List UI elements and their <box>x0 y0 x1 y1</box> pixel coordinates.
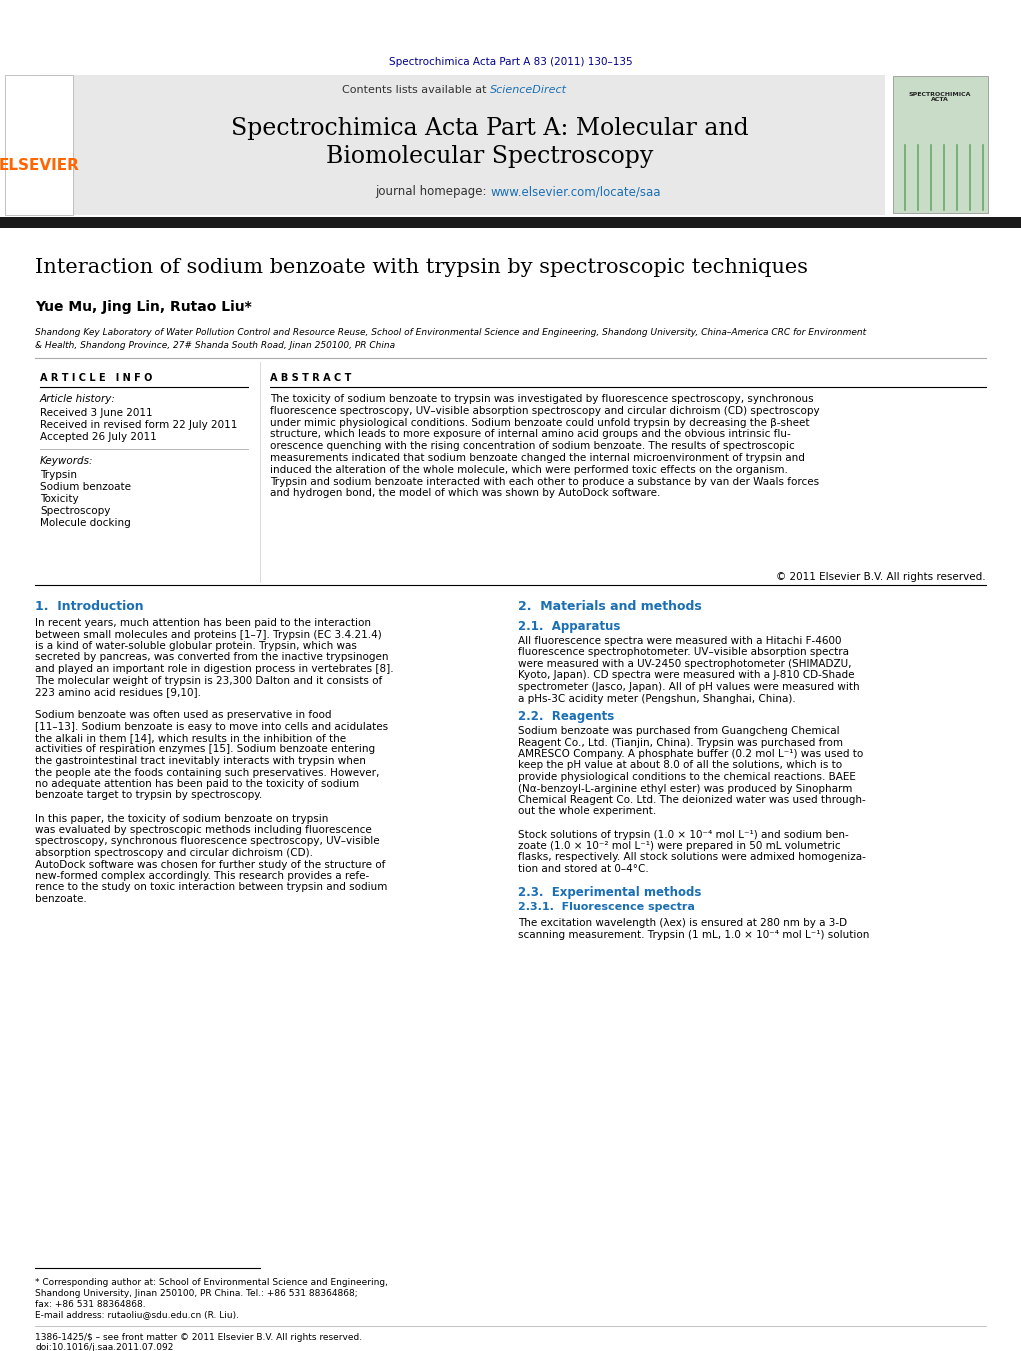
Text: Trypsin: Trypsin <box>40 470 77 480</box>
Text: Toxicity: Toxicity <box>40 494 79 504</box>
Text: fluorescence spectrophotometer. UV–visible absorption spectra: fluorescence spectrophotometer. UV–visib… <box>518 647 849 658</box>
Text: Spectroscopy: Spectroscopy <box>40 507 110 516</box>
Text: Trypsin and sodium benzoate interacted with each other to produce a substance by: Trypsin and sodium benzoate interacted w… <box>270 477 819 486</box>
Text: (Nα-benzoyl-L-arginine ethyl ester) was produced by Sinopharm: (Nα-benzoyl-L-arginine ethyl ester) was … <box>518 784 853 793</box>
Text: Spectrochimica Acta Part A: Molecular and: Spectrochimica Acta Part A: Molecular an… <box>231 116 748 139</box>
Text: provide physiological conditions to the chemical reactions. BAEE: provide physiological conditions to the … <box>518 771 856 782</box>
Text: © 2011 Elsevier B.V. All rights reserved.: © 2011 Elsevier B.V. All rights reserved… <box>776 571 986 582</box>
Text: fluorescence spectroscopy, UV–visible absorption spectroscopy and circular dichr: fluorescence spectroscopy, UV–visible ab… <box>270 405 820 416</box>
Text: www.elsevier.com/locate/saa: www.elsevier.com/locate/saa <box>490 185 661 199</box>
Text: A B S T R A C T: A B S T R A C T <box>270 373 351 382</box>
Text: spectrometer (Jasco, Japan). All of pH values were measured with: spectrometer (Jasco, Japan). All of pH v… <box>518 682 860 692</box>
Text: secreted by pancreas, was converted from the inactive trypsinogen: secreted by pancreas, was converted from… <box>35 653 389 662</box>
Text: Sodium benzoate: Sodium benzoate <box>40 482 131 492</box>
Text: new-formed complex accordingly. This research provides a refe-: new-formed complex accordingly. This res… <box>35 871 370 881</box>
Text: keep the pH value at about 8.0 of all the solutions, which is to: keep the pH value at about 8.0 of all th… <box>518 761 842 770</box>
Text: The molecular weight of trypsin is 23,300 Dalton and it consists of: The molecular weight of trypsin is 23,30… <box>35 676 382 685</box>
Text: induced the alteration of the whole molecule, which were performed toxic effects: induced the alteration of the whole mole… <box>270 465 788 474</box>
Text: rence to the study on toxic interaction between trypsin and sodium: rence to the study on toxic interaction … <box>35 882 387 893</box>
Bar <box>893 76 988 213</box>
Text: Biomolecular Spectroscopy: Biomolecular Spectroscopy <box>327 146 653 169</box>
Text: AutoDock software was chosen for further study of the structure of: AutoDock software was chosen for further… <box>35 859 385 870</box>
Text: Sodium benzoate was purchased from Guangcheng Chemical: Sodium benzoate was purchased from Guang… <box>518 725 839 736</box>
Text: 2.3.1.  Fluorescence spectra: 2.3.1. Fluorescence spectra <box>518 902 695 912</box>
Text: no adequate attention has been paid to the toxicity of sodium: no adequate attention has been paid to t… <box>35 780 359 789</box>
Bar <box>35 76 885 215</box>
Text: is a kind of water-soluble globular protein. Trypsin, which was: is a kind of water-soluble globular prot… <box>35 640 357 651</box>
Text: structure, which leads to more exposure of internal amino acid groups and the ob: structure, which leads to more exposure … <box>270 430 790 439</box>
Text: Stock solutions of trypsin (1.0 × 10⁻⁴ mol L⁻¹) and sodium ben-: Stock solutions of trypsin (1.0 × 10⁻⁴ m… <box>518 830 848 839</box>
Text: orescence quenching with the rising concentration of sodium benzoate. The result: orescence quenching with the rising conc… <box>270 442 794 451</box>
Text: 223 amino acid residues [9,10].: 223 amino acid residues [9,10]. <box>35 688 201 697</box>
Text: tion and stored at 0–4°C.: tion and stored at 0–4°C. <box>518 865 648 874</box>
Text: AMRESCO Company. A phosphate buffer (0.2 mol L⁻¹) was used to: AMRESCO Company. A phosphate buffer (0.2… <box>518 748 863 759</box>
Text: Interaction of sodium benzoate with trypsin by spectroscopic techniques: Interaction of sodium benzoate with tryp… <box>35 258 808 277</box>
Text: under mimic physiological conditions. Sodium benzoate could unfold trypsin by de: under mimic physiological conditions. So… <box>270 417 810 428</box>
Text: benzoate.: benzoate. <box>35 894 87 904</box>
Text: 1.  Introduction: 1. Introduction <box>35 600 144 613</box>
Text: Shandong Key Laboratory of Water Pollution Control and Resource Reuse, School of: Shandong Key Laboratory of Water Polluti… <box>35 328 866 336</box>
Text: Molecule docking: Molecule docking <box>40 517 131 528</box>
Text: In recent years, much attention has been paid to the interaction: In recent years, much attention has been… <box>35 617 371 628</box>
Text: doi:10.1016/j.saa.2011.07.092: doi:10.1016/j.saa.2011.07.092 <box>35 1343 174 1351</box>
Text: Received in revised form 22 July 2011: Received in revised form 22 July 2011 <box>40 420 237 430</box>
Text: benzoate target to trypsin by spectroscopy.: benzoate target to trypsin by spectrosco… <box>35 790 262 801</box>
Text: The excitation wavelength (λex) is ensured at 280 nm by a 3-D: The excitation wavelength (λex) is ensur… <box>518 917 847 928</box>
Text: ScienceDirect: ScienceDirect <box>490 85 567 95</box>
Text: was evaluated by spectroscopic methods including fluorescence: was evaluated by spectroscopic methods i… <box>35 825 372 835</box>
Text: the people ate the foods containing such preservatives. However,: the people ate the foods containing such… <box>35 767 380 777</box>
Text: SPECTROCHIMICA
ACTA: SPECTROCHIMICA ACTA <box>909 92 971 103</box>
Text: a pHs-3C acidity meter (Pengshun, Shanghai, China).: a pHs-3C acidity meter (Pengshun, Shangh… <box>518 693 795 704</box>
Text: 2.1.  Apparatus: 2.1. Apparatus <box>518 620 621 634</box>
Text: Accepted 26 July 2011: Accepted 26 July 2011 <box>40 432 157 442</box>
Text: Contents lists available at: Contents lists available at <box>342 85 490 95</box>
Text: flasks, respectively. All stock solutions were admixed homogeniza-: flasks, respectively. All stock solution… <box>518 852 866 862</box>
Bar <box>5 76 72 215</box>
Text: scanning measurement. Trypsin (1 mL, 1.0 × 10⁻⁴ mol L⁻¹) solution: scanning measurement. Trypsin (1 mL, 1.0… <box>518 929 869 939</box>
Text: ELSEVIER: ELSEVIER <box>0 158 80 173</box>
Text: activities of respiration enzymes [15]. Sodium benzoate entering: activities of respiration enzymes [15]. … <box>35 744 375 754</box>
Text: & Health, Shandong Province, 27# Shanda South Road, Jinan 250100, PR China: & Health, Shandong Province, 27# Shanda … <box>35 340 395 350</box>
Text: A R T I C L E   I N F O: A R T I C L E I N F O <box>40 373 152 382</box>
Text: zoate (1.0 × 10⁻² mol L⁻¹) were prepared in 50 mL volumetric: zoate (1.0 × 10⁻² mol L⁻¹) were prepared… <box>518 842 840 851</box>
Text: between small molecules and proteins [1–7]. Trypsin (EC 3.4.21.4): between small molecules and proteins [1–… <box>35 630 382 639</box>
Text: journal homepage:: journal homepage: <box>375 185 490 199</box>
Text: All fluorescence spectra were measured with a Hitachi F-4600: All fluorescence spectra were measured w… <box>518 636 841 646</box>
Text: The toxicity of sodium benzoate to trypsin was investigated by fluorescence spec: The toxicity of sodium benzoate to tryps… <box>270 394 814 404</box>
Text: E-mail address: rutaoliu@sdu.edu.cn (R. Liu).: E-mail address: rutaoliu@sdu.edu.cn (R. … <box>35 1310 239 1319</box>
Text: and played an important role in digestion process in vertebrates [8].: and played an important role in digestio… <box>35 663 394 674</box>
Text: Spectrochimica Acta Part A 83 (2011) 130–135: Spectrochimica Acta Part A 83 (2011) 130… <box>389 57 632 68</box>
Text: 2.3.  Experimental methods: 2.3. Experimental methods <box>518 886 701 898</box>
Bar <box>0 218 1021 228</box>
Text: Kyoto, Japan). CD spectra were measured with a J-810 CD-Shade: Kyoto, Japan). CD spectra were measured … <box>518 670 855 681</box>
Text: Yue Mu, Jing Lin, Rutao Liu*: Yue Mu, Jing Lin, Rutao Liu* <box>35 300 252 313</box>
Text: Sodium benzoate was often used as preservative in food: Sodium benzoate was often used as preser… <box>35 711 332 720</box>
Text: spectroscopy, synchronous fluorescence spectroscopy, UV–visible: spectroscopy, synchronous fluorescence s… <box>35 836 380 847</box>
Text: Received 3 June 2011: Received 3 June 2011 <box>40 408 152 417</box>
Text: 2.  Materials and methods: 2. Materials and methods <box>518 600 701 613</box>
Text: Shandong University, Jinan 250100, PR China. Tel.: +86 531 88364868;: Shandong University, Jinan 250100, PR Ch… <box>35 1289 357 1298</box>
Text: * Corresponding author at: School of Environmental Science and Engineering,: * Corresponding author at: School of Env… <box>35 1278 388 1288</box>
Text: out the whole experiment.: out the whole experiment. <box>518 807 657 816</box>
Text: 1386-1425/$ – see front matter © 2011 Elsevier B.V. All rights reserved.: 1386-1425/$ – see front matter © 2011 El… <box>35 1333 362 1342</box>
Text: Chemical Reagent Co. Ltd. The deionized water was used through-: Chemical Reagent Co. Ltd. The deionized … <box>518 794 866 805</box>
Text: Reagent Co., Ltd. (Tianjin, China). Trypsin was purchased from: Reagent Co., Ltd. (Tianjin, China). Tryp… <box>518 738 843 747</box>
Text: In this paper, the toxicity of sodium benzoate on trypsin: In this paper, the toxicity of sodium be… <box>35 813 329 824</box>
Text: 2.2.  Reagents: 2.2. Reagents <box>518 711 615 723</box>
Text: the gastrointestinal tract inevitably interacts with trypsin when: the gastrointestinal tract inevitably in… <box>35 757 366 766</box>
Text: were measured with a UV-2450 spectrophotometer (SHIMADZU,: were measured with a UV-2450 spectrophot… <box>518 659 852 669</box>
Text: fax: +86 531 88364868.: fax: +86 531 88364868. <box>35 1300 146 1309</box>
Text: absorption spectroscopy and circular dichroism (CD).: absorption spectroscopy and circular dic… <box>35 848 313 858</box>
Text: Keywords:: Keywords: <box>40 457 94 466</box>
Text: [11–13]. Sodium benzoate is easy to move into cells and acidulates: [11–13]. Sodium benzoate is easy to move… <box>35 721 388 731</box>
Text: the alkali in them [14], which results in the inhibition of the: the alkali in them [14], which results i… <box>35 734 346 743</box>
Text: measurements indicated that sodium benzoate changed the internal microenvironmen: measurements indicated that sodium benzo… <box>270 453 805 463</box>
Text: Article history:: Article history: <box>40 394 115 404</box>
Text: and hydrogen bond, the model of which was shown by AutoDock software.: and hydrogen bond, the model of which wa… <box>270 489 661 499</box>
